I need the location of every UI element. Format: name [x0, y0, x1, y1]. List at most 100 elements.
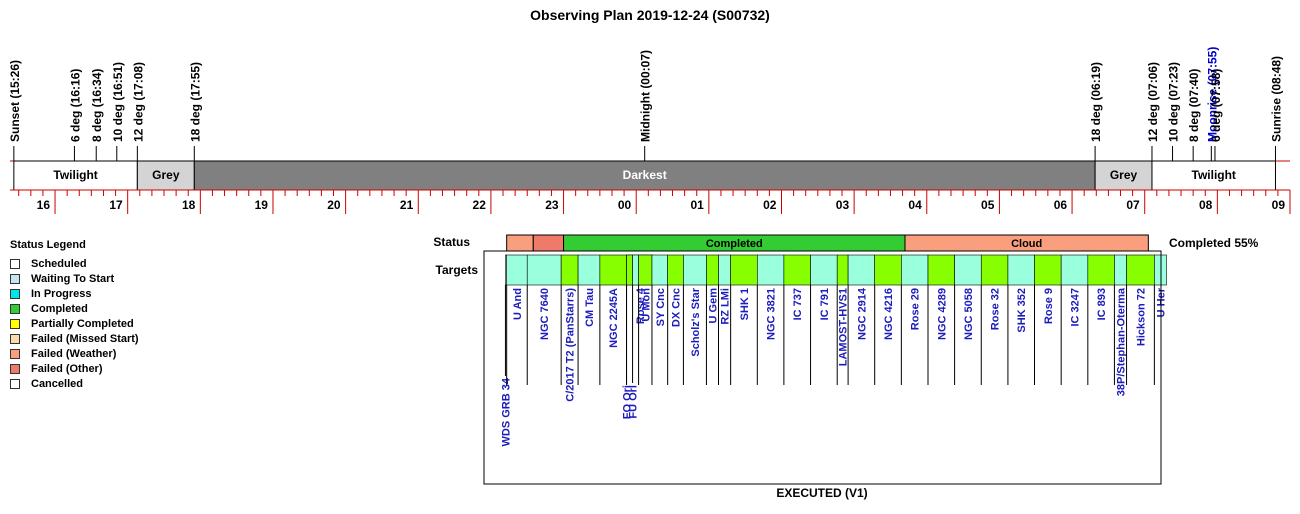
target-block[interactable]	[1007, 254, 1035, 286]
target-block[interactable]	[901, 254, 929, 286]
hour-axis-label: 04	[908, 198, 922, 212]
target-label-ngc-4289[interactable]: NGC 4289	[936, 288, 948, 340]
target-block[interactable]	[632, 254, 639, 286]
legend-item-failed-weather: Failed (Weather)	[10, 346, 210, 361]
target-label-lamost-hvs1[interactable]: LAMOST-HVS1	[838, 288, 850, 366]
target-label-rose-32[interactable]: Rose 32	[990, 288, 1002, 330]
target-label-ngc-2245a[interactable]: NGC 2245A	[608, 288, 620, 348]
sky-segment-twilight	[1151, 160, 1276, 191]
event-label-6-deg-16-16: 6 deg (16:16)	[68, 69, 82, 142]
target-block[interactable]	[526, 254, 562, 286]
target-block[interactable]	[667, 254, 684, 286]
legend-label: Partially Completed	[31, 317, 134, 330]
legend-item-in-progress: In Progress	[10, 286, 210, 301]
target-label-u-mon[interactable]: U Mon	[640, 288, 652, 322]
legend-item-cancelled: Cancelled	[10, 376, 210, 391]
target-block[interactable]	[783, 254, 811, 286]
hour-axis-label: 08	[1199, 198, 1213, 212]
target-label-shk-1[interactable]: SHK 1	[739, 288, 751, 320]
legend-label: In Progress	[31, 287, 92, 300]
event-label-sunset-15-26: Sunset (15:26)	[8, 60, 22, 142]
target-label-u-gem[interactable]: U Gem	[707, 288, 719, 324]
twilight-events: Sunset (15:26) 6 deg (16:16) 8 deg (16:34)…	[8, 47, 1283, 161]
target-block[interactable]	[506, 254, 528, 286]
event-label-10-deg-16-51: 10 deg (16:51)	[111, 62, 125, 142]
legend-label: Completed	[31, 302, 88, 315]
target-label-ngc-2914[interactable]: NGC 2914	[856, 287, 868, 340]
event-label-8-deg-07-40: 8 deg (07:40)	[1187, 69, 1201, 142]
hour-axis-label: 16	[37, 198, 51, 212]
hour-axis-label: 07	[1126, 198, 1140, 212]
target-block[interactable]	[683, 254, 707, 286]
legend-swatch	[10, 348, 20, 359]
target-label-38p-stephan-oterma[interactable]: 38P/Stephan-Oterma	[1115, 287, 1127, 396]
sky-segment-label: Grey	[152, 168, 180, 182]
target-block[interactable]	[577, 254, 601, 286]
target-block[interactable]	[847, 254, 875, 286]
target-label-rose-9[interactable]: Rose 9	[1043, 288, 1055, 324]
event-label-6-deg-07-58: 6 deg (07:58)	[1209, 69, 1223, 142]
target-block[interactable]	[1126, 254, 1155, 286]
schedule-footer-label: EXECUTED (V1)	[776, 486, 867, 500]
event-label-8-deg-16-34: 8 deg (16:34)	[90, 69, 104, 142]
target-block[interactable]	[1154, 254, 1167, 286]
target-block[interactable]	[1060, 254, 1089, 286]
target-block[interactable]	[599, 254, 627, 286]
target-label-c-2017-t2-panstarrs[interactable]: C/2017 T2 (PanStarrs)	[565, 288, 577, 402]
target-label-ic-893[interactable]: IC 893	[1096, 288, 1108, 320]
target-label-ngc-3821[interactable]: NGC 3821	[766, 288, 778, 340]
target-block[interactable]	[730, 254, 758, 286]
target-block[interactable]	[756, 254, 785, 286]
target-block[interactable]	[706, 254, 719, 286]
legend-label: Failed (Weather)	[31, 347, 117, 360]
status-segment-label: Cloud	[1011, 238, 1042, 250]
target-block[interactable]	[927, 254, 955, 286]
targets-row: WDS GRB 34 U And NGC 7640 C/2017 T2 (PanSta…	[500, 254, 1167, 446]
target-label-rose-29[interactable]: Rose 29	[910, 288, 922, 330]
target-label-ic-3247[interactable]: IC 3247	[1069, 288, 1081, 327]
target-label-cm-tau[interactable]: CM Tau	[584, 288, 596, 327]
target-block[interactable]	[980, 254, 1009, 286]
legend-item-waiting-to-start: Waiting To Start	[10, 271, 210, 286]
hour-axis-label: 23	[545, 198, 559, 212]
target-label-ngc-4216[interactable]: NGC 4216	[883, 288, 895, 340]
target-block[interactable]	[954, 254, 982, 286]
target-label-u-and[interactable]: U And	[512, 288, 524, 320]
legend-label: Cancelled	[31, 377, 83, 390]
target-label-ngc-5058[interactable]: NGC 5058	[963, 288, 975, 340]
target-label-wds-grb-34[interactable]: WDS GRB 34	[500, 377, 512, 446]
target-label-ngc-7640[interactable]: NGC 7640	[539, 288, 551, 340]
legend-item-scheduled: Scheduled	[10, 256, 210, 271]
hour-axis-label: 22	[473, 198, 487, 212]
target-label-shk-352[interactable]: SHK 352	[1016, 288, 1028, 333]
target-block[interactable]	[718, 254, 731, 286]
target-block[interactable]	[1114, 254, 1127, 286]
target-label-fu-ori[interactable]: FU Ori	[628, 385, 640, 419]
target-label-fo-ori[interactable]: FO Ori	[622, 385, 634, 419]
target-block[interactable]	[810, 254, 838, 286]
target-label-dx-cnc[interactable]: DX Cnc	[671, 288, 683, 327]
targets-row-label: Targets	[436, 263, 479, 277]
target-label-rose-4[interactable]: Rose 4	[635, 287, 647, 324]
legend-swatch	[10, 288, 20, 299]
target-block[interactable]	[1087, 254, 1115, 286]
target-block[interactable]	[836, 254, 849, 286]
target-label-ic-737[interactable]: IC 737	[792, 288, 804, 320]
target-label-hickson-72[interactable]: Hickson 72	[1135, 288, 1147, 346]
target-label-ic-791[interactable]: IC 791	[819, 288, 831, 320]
target-block[interactable]	[560, 254, 579, 286]
target-label-sy-cnc[interactable]: SY Cnc	[655, 288, 667, 326]
sky-segment-label: Grey	[1110, 168, 1138, 182]
hour-axis-label: 09	[1272, 198, 1286, 212]
target-block[interactable]	[1034, 254, 1062, 286]
target-block[interactable]	[874, 254, 902, 286]
hour-axis-label: 01	[690, 198, 704, 212]
target-label-scholz-s-star[interactable]: Scholz's Star	[690, 287, 702, 356]
target-block[interactable]	[651, 254, 668, 286]
hour-axis-label: 02	[763, 198, 777, 212]
status-row: Completed Cloud	[506, 234, 1149, 252]
target-label-rz-lmi[interactable]: RZ LMi	[720, 288, 732, 325]
target-block[interactable]	[626, 254, 633, 286]
target-block[interactable]	[638, 254, 653, 286]
sky-segment-darkest	[193, 160, 1096, 191]
